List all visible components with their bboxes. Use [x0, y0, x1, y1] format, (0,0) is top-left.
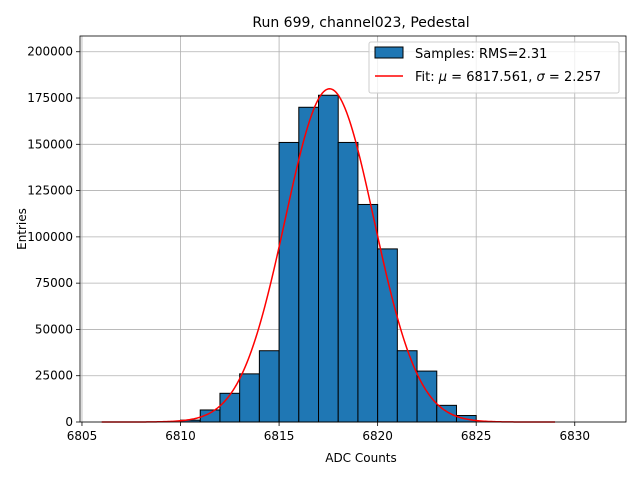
y-tick-label: 100000	[27, 230, 73, 244]
y-tick-label: 125000	[27, 184, 73, 198]
y-tick-label: 150000	[27, 137, 73, 151]
gaussian-fit-curve	[101, 88, 556, 423]
histogram-bars	[180, 94, 477, 423]
legend-fit-sigma-value: 2.257	[564, 70, 601, 85]
x-tick-label: 6810	[165, 429, 196, 443]
histogram-bar	[219, 392, 241, 423]
legend: Samples: RMS=2.31 Fit: μ = 6817.561, σ =…	[368, 41, 620, 94]
legend-fit-label: Fit: μ = 6817.561, σ = 2.257	[415, 70, 601, 85]
legend-samples-swatch	[374, 46, 404, 59]
chart-title: Run 699, channel023, Pedestal	[252, 15, 469, 31]
histogram-bar	[298, 106, 320, 423]
histogram-bar	[318, 94, 339, 423]
x-axis-label: ADC Counts	[325, 451, 397, 465]
histogram-bar	[258, 350, 280, 423]
legend-fit-mu-symbol: μ	[438, 70, 447, 85]
histogram-bar	[239, 373, 260, 423]
histogram-bar	[436, 404, 457, 423]
fit-curve-group	[101, 88, 556, 423]
histogram-bar	[357, 203, 379, 423]
x-axis-ticks: 6805 6810 6815 6820 6825 6830	[67, 422, 590, 443]
histogram-bar	[337, 141, 359, 423]
y-tick-label: 200000	[27, 45, 73, 59]
y-tick-label: 75000	[35, 276, 73, 290]
histogram-bar	[278, 141, 300, 423]
x-tick-label: 6815	[264, 429, 295, 443]
x-tick-label: 6805	[67, 429, 98, 443]
legend-fit-sigma-symbol: σ	[537, 70, 546, 85]
legend-box	[368, 41, 620, 94]
legend-fit-prefix: Fit:	[415, 70, 439, 85]
y-tick-label: 50000	[35, 322, 73, 336]
legend-fit-sep: ,	[528, 70, 536, 85]
legend-fit-sigma-eq: =	[545, 70, 564, 85]
y-axis-ticks: 0 25000 50000 75000 100000 125000 150000 175000…	[27, 45, 80, 429]
y-axis-label: Entries	[15, 208, 29, 250]
legend-fit-mu-eq: =	[447, 70, 466, 85]
legend-fit-mu-value: 6817.561	[466, 70, 528, 85]
histogram-bar	[377, 248, 398, 423]
legend-samples-label: Samples: RMS=2.31	[415, 47, 547, 62]
x-tick-label: 6830	[559, 429, 590, 443]
y-tick-label: 175000	[27, 91, 73, 105]
x-tick-label: 6825	[461, 429, 492, 443]
plot-frame	[79, 35, 627, 423]
x-tick-label: 6820	[362, 429, 393, 443]
y-tick-label: 25000	[35, 369, 73, 383]
y-tick-label: 0	[65, 415, 73, 429]
histogram-bar	[396, 350, 418, 423]
